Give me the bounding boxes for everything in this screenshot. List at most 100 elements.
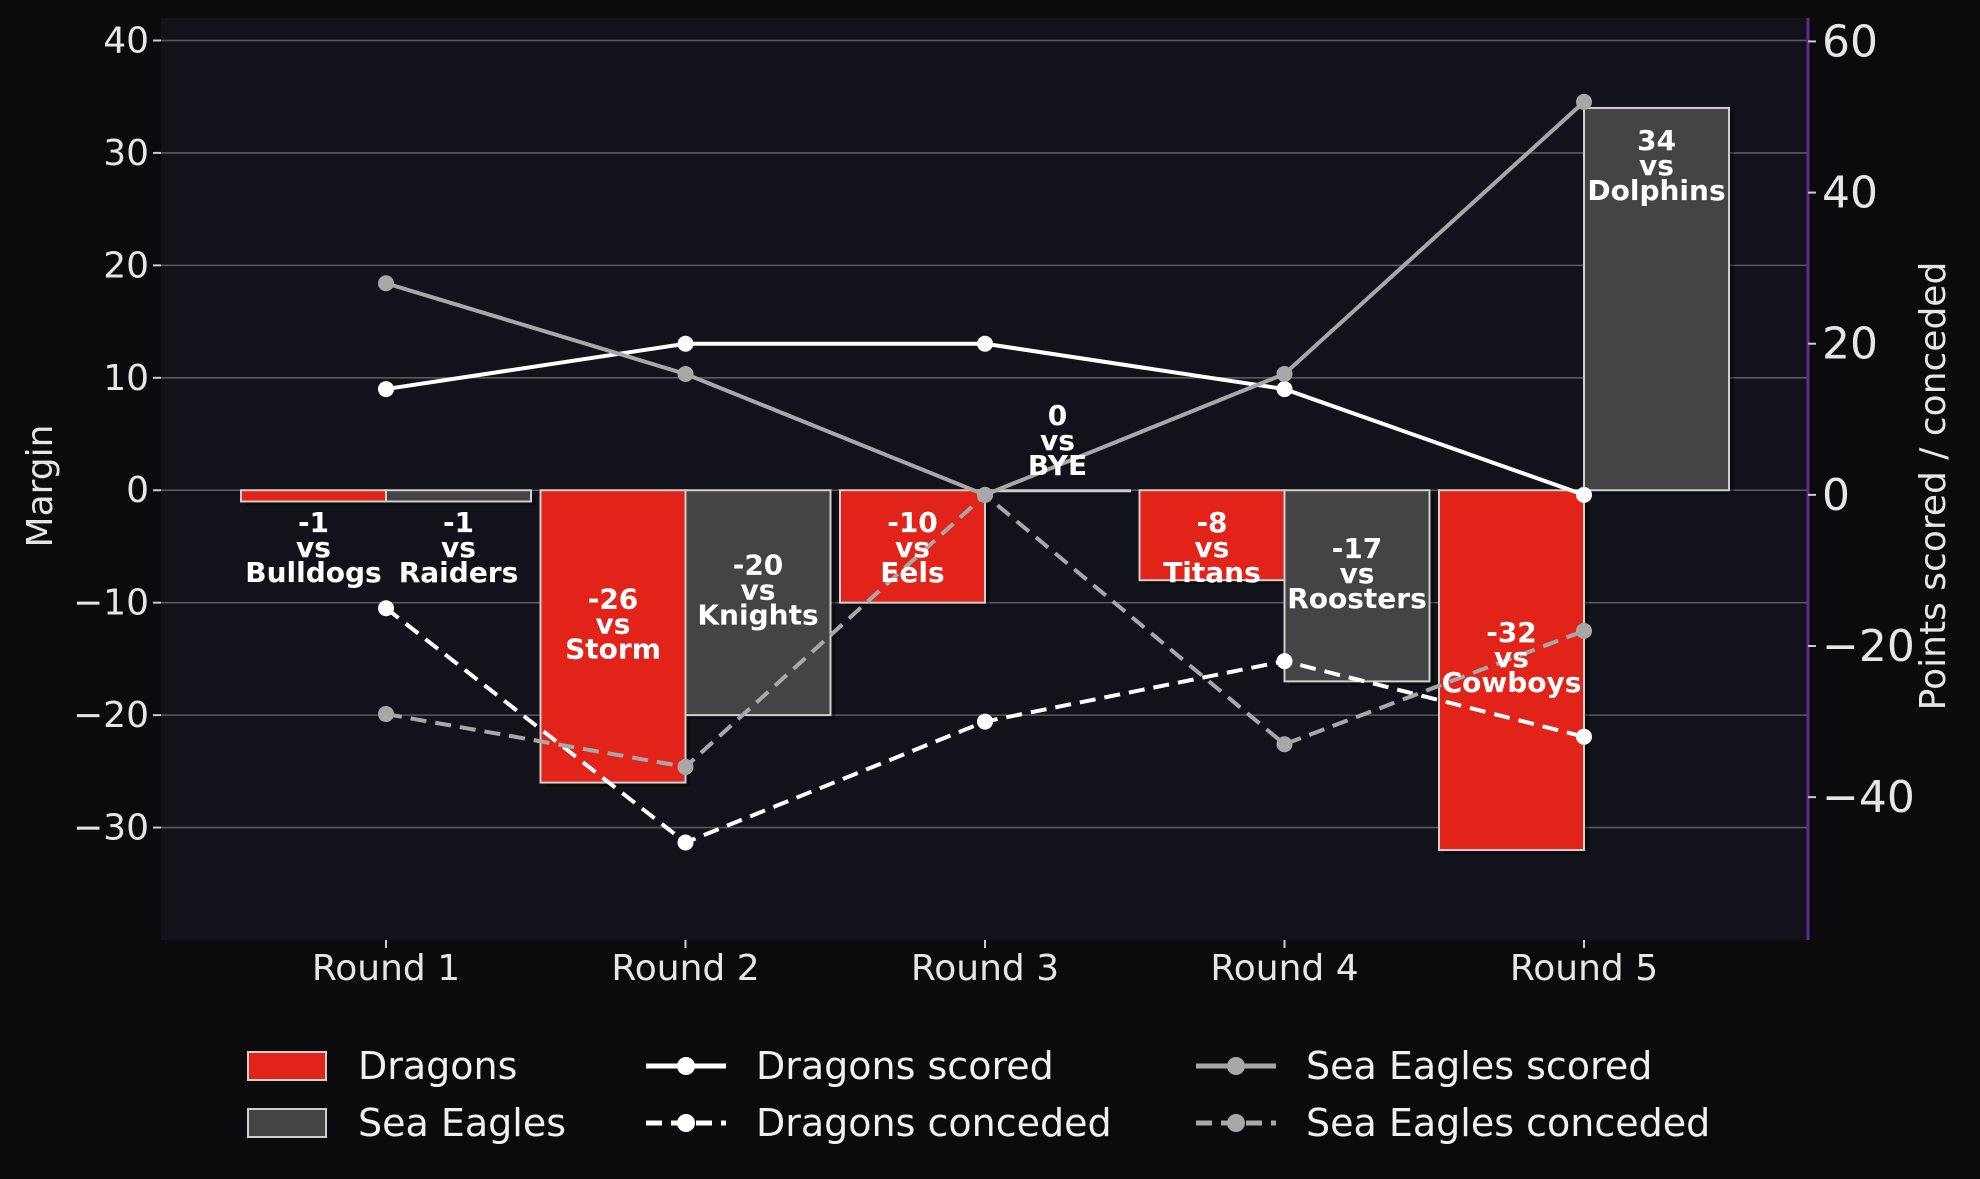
bar-label: Bulldogs [245, 556, 381, 589]
bar-label: vs [895, 531, 930, 564]
y-right-tick-label: 20 [1822, 319, 1878, 370]
line-point [677, 758, 694, 775]
x-tick-label: Round 4 [1210, 948, 1358, 989]
legend-item-sea-eagles-conceded: Sea Eagles conceded [1196, 1101, 1710, 1145]
x-tick-label: Round 3 [911, 948, 1059, 989]
bar-dragons-5 [1438, 489, 1585, 852]
line-point [378, 381, 394, 398]
y-right-tick-label: 60 [1822, 16, 1878, 67]
legend-marker [1227, 1114, 1245, 1132]
bar-label: Raiders [399, 556, 519, 589]
axes: 40 30 20 10 0 −10 −20 −30 60 40 20 0 −20 −40 Round 1 Ro… [73, 16, 1915, 989]
bar-dragons-4 [1138, 489, 1286, 582]
legend-item-sea-eagles-scored: Sea Eagles scored [1196, 1044, 1652, 1088]
bar-label: -10 [887, 506, 938, 539]
bar-dragons-1 [240, 489, 387, 503]
bar-label: Storm [565, 632, 661, 665]
bar-label: -26 [588, 582, 639, 615]
line-point [1576, 486, 1592, 503]
line-point [1576, 622, 1592, 639]
bar-label: vs [1040, 424, 1075, 457]
legend-item-dragons: Dragons [247, 1044, 517, 1088]
bar-dragons-2 [539, 489, 687, 784]
y-right-tick-label: 40 [1822, 168, 1878, 219]
legend-marker [1227, 1057, 1245, 1075]
bar-label: vs [1195, 531, 1230, 564]
line-point [1276, 736, 1293, 753]
bars [240, 106, 1734, 855]
bar-label: -20 [733, 549, 784, 582]
bar-label: 34 [1637, 124, 1676, 157]
line-point [1576, 93, 1592, 110]
legend-swatch [247, 1108, 327, 1138]
legend-item-sea-eagles: Sea Eagles [247, 1101, 566, 1145]
line-point [1276, 365, 1293, 382]
y-left-axis-label: Margin [20, 425, 61, 548]
bar-label: vs [441, 531, 476, 564]
x-tick-label: Round 1 [312, 948, 460, 989]
bar-label: vs [741, 574, 776, 607]
line-point [977, 335, 993, 352]
legend: Dragons Sea Eagles Dragons scored Dragons c… [247, 1044, 1710, 1145]
y-right-tick-label: −40 [1822, 772, 1915, 823]
line-point [677, 335, 694, 352]
line-point [977, 486, 993, 503]
y-left-tick-label: −10 [73, 583, 149, 624]
y-right-axis-label: Points scored / conceded [1913, 262, 1954, 711]
bar-label: Dolphins [1587, 174, 1725, 207]
bar-sea-eagles-2 [684, 489, 832, 717]
y-left-tick-label: 40 [103, 20, 149, 61]
bar-label: vs [596, 607, 631, 640]
bar-label: -8 [1196, 506, 1227, 539]
y-left-tick-label: −20 [73, 695, 149, 736]
line-point [378, 600, 394, 617]
line-point [1276, 381, 1293, 398]
y-left-tick-label: 0 [126, 470, 149, 511]
legend-label: Dragons [358, 1044, 517, 1088]
legend-item-dragons-scored: Dragons scored [646, 1044, 1054, 1088]
line-point [1276, 653, 1293, 670]
x-tick-label: Round 5 [1510, 948, 1658, 989]
bar-dragons-3 [839, 489, 986, 604]
line-point [677, 834, 694, 851]
bar-label: BYE [1028, 449, 1087, 482]
line-point [677, 365, 694, 382]
y-right-tick-label: 0 [1822, 470, 1850, 521]
line-point [378, 275, 394, 292]
bar-label: -17 [1332, 532, 1383, 565]
bar-label: vs [1340, 557, 1375, 590]
legend-label: Sea Eagles [358, 1101, 566, 1145]
series-lines [378, 93, 1592, 851]
line-point [1576, 728, 1592, 745]
legend-label: Dragons scored [756, 1044, 1054, 1088]
bar-label: Roosters [1287, 582, 1427, 615]
bar-label: vs [1639, 149, 1674, 182]
bar-label: vs [296, 531, 331, 564]
x-tick-label: Round 2 [611, 948, 759, 989]
bar-sea-eagles-5 [1583, 106, 1730, 492]
y-left-tick-label: −30 [73, 808, 149, 849]
bar-sea-eagles-3 [984, 489, 1131, 493]
legend-item-dragons-conceded: Dragons conceded [646, 1101, 1112, 1145]
line-point [977, 713, 993, 730]
bar-label: -32 [1486, 616, 1537, 649]
bar-label: 0 [1048, 399, 1067, 432]
bar-label: Eels [880, 556, 944, 589]
bar-label: -1 [298, 506, 329, 539]
legend-swatch [247, 1051, 327, 1081]
line-point [378, 706, 394, 723]
bar-label: vs [1494, 641, 1529, 674]
bar-label: -1 [443, 506, 474, 539]
bar-label: Knights [697, 599, 818, 632]
legend-marker [677, 1057, 695, 1075]
bar-sea-eagles-4 [1283, 489, 1431, 683]
legend-label: Dragons conceded [756, 1101, 1112, 1145]
bar-label: Titans [1163, 556, 1261, 589]
legend-marker [677, 1114, 695, 1132]
legend-label: Sea Eagles conceded [1306, 1101, 1710, 1145]
y-left-tick-label: 10 [103, 358, 149, 399]
y-right-tick-label: −20 [1822, 621, 1915, 672]
y-left-tick-label: 20 [103, 245, 149, 286]
bar-labels: -1vsBulldogs-26vsStorm-10vsEels-8vsTitan… [245, 124, 1725, 699]
